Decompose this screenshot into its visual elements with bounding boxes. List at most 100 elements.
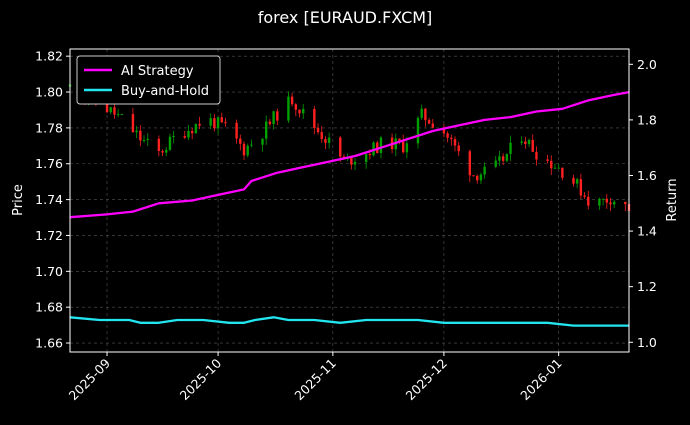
candle-body: [424, 108, 427, 121]
candle-body: [324, 139, 327, 143]
left-y-axis: 1.66 1.68 1.70 1.72 1.74 1.76 1.78 1.80 1.82: [35, 49, 70, 351]
candle-body: [557, 167, 560, 169]
candle-body: [446, 133, 449, 138]
candle-body: [479, 174, 483, 181]
candle-body: [416, 117, 420, 144]
candle-body: [216, 117, 220, 129]
candle-body: [105, 101, 109, 113]
candle-body: [220, 117, 223, 123]
candle-body: [250, 144, 253, 146]
candle-body: [302, 108, 305, 114]
candle-body: [235, 122, 238, 139]
candle-body: [601, 198, 605, 200]
candle-body: [575, 179, 579, 184]
candle-body: [624, 201, 627, 205]
candle-body: [420, 108, 423, 118]
candle-body: [379, 137, 383, 153]
candle-body: [546, 159, 549, 161]
candle-body: [239, 138, 242, 144]
candle-body: [609, 202, 612, 205]
y-tick-label: 1.74: [35, 192, 63, 207]
candle-body: [505, 153, 509, 161]
candle-body: [116, 114, 120, 116]
candle-body: [265, 121, 268, 139]
legend-label-ai-strategy: AI Strategy: [121, 64, 194, 79]
candle-body: [483, 166, 486, 175]
y-tick-label: 1.82: [35, 49, 63, 64]
candle-body: [165, 149, 168, 153]
candle-body: [339, 137, 342, 157]
y-tick-label: 1.72: [35, 228, 63, 243]
y-tick-label: 1.70: [35, 264, 63, 279]
y-axis-label: Price: [11, 184, 26, 216]
y2-tick-label: 1.4: [637, 224, 657, 239]
candle-body: [146, 138, 149, 141]
candle-body: [501, 156, 505, 161]
candle-body: [364, 154, 368, 163]
candle-body: [327, 137, 331, 143]
candle-body: [313, 108, 316, 128]
y2-tick-label: 1.6: [637, 168, 657, 183]
candle-body: [287, 96, 290, 121]
candle-body: [109, 107, 112, 113]
candle-body: [583, 195, 586, 197]
candle-body: [587, 196, 590, 206]
y2-tick-label: 1.0: [637, 335, 657, 350]
candle-body: [172, 136, 175, 138]
candle-body: [113, 107, 116, 115]
candle-body: [368, 154, 372, 156]
candle-body: [398, 138, 401, 142]
candle-body: [131, 114, 135, 133]
y2-tick-label: 1.8: [637, 112, 657, 127]
candle-body: [276, 111, 279, 121]
y2-axis-label: Return: [665, 178, 680, 221]
candle-body: [468, 151, 472, 176]
candle-body: [350, 156, 353, 165]
candle-body: [450, 137, 453, 140]
candle-body: [190, 131, 194, 134]
candle-body: [442, 127, 446, 134]
candle-body: [498, 156, 501, 161]
candle-body: [272, 111, 275, 125]
candle-body: [242, 143, 246, 156]
candle-body: [431, 123, 434, 128]
candle-body: [472, 175, 475, 177]
chart-title: forex [EURAUD.FXCM]: [258, 8, 433, 27]
candle-body: [290, 96, 294, 105]
candle-body: [183, 136, 186, 138]
candle-body: [401, 141, 405, 153]
legend-box: [76, 55, 221, 105]
legend: AI Strategy Buy-and-Hold: [76, 55, 221, 105]
candle-body: [198, 123, 201, 126]
candle-body: [531, 139, 534, 152]
candle-body: [527, 139, 531, 145]
candle-body: [579, 179, 583, 196]
candle-body: [561, 167, 564, 178]
candle-body: [550, 160, 553, 169]
candle-body: [520, 141, 523, 143]
series-line-ai-strategy: [69, 90, 630, 219]
candle-body: [405, 143, 409, 153]
candle-body: [524, 141, 527, 145]
candle-body: [535, 151, 538, 160]
candle-body: [161, 150, 164, 153]
candle-body: [294, 104, 298, 110]
candle-body: [187, 131, 190, 138]
y-tick-label: 1.66: [35, 336, 63, 351]
candle-body: [298, 109, 301, 114]
right-y-axis: 1.0 1.2 1.4 1.6 1.8 2.0: [629, 57, 657, 350]
y-tick-label: 1.80: [35, 85, 63, 100]
candle-body: [194, 123, 198, 134]
y2-tick-label: 2.0: [637, 57, 657, 72]
candle-body: [213, 118, 216, 129]
candle-body: [139, 130, 142, 141]
series-line-buy-and-hold: [69, 316, 629, 327]
candle-body: [553, 167, 557, 169]
candle-body: [157, 138, 161, 151]
candle-body: [353, 162, 357, 165]
candle-body: [261, 138, 264, 145]
return-lines: [69, 90, 630, 327]
candle-body: [316, 127, 320, 133]
candle-body: [476, 175, 479, 181]
candle-body: [209, 118, 212, 126]
